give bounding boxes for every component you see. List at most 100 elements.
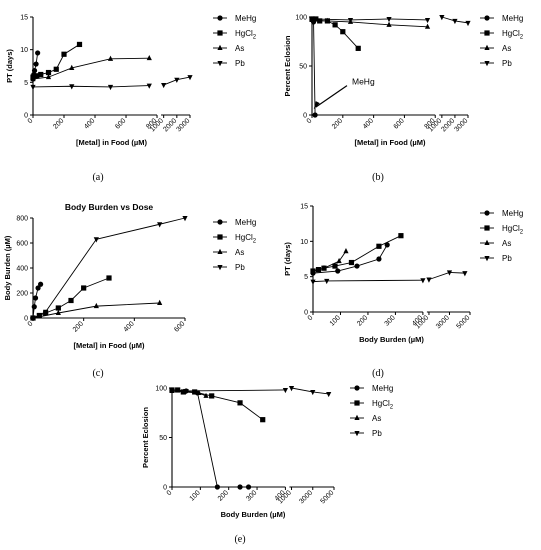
legend-marker (484, 61, 490, 67)
legend-label: HgCl2 (502, 224, 524, 236)
data-point (376, 256, 382, 262)
legend-label: Pb (502, 254, 512, 263)
data-point (38, 71, 44, 78)
data-point (324, 17, 331, 23)
data-point (169, 387, 175, 394)
data-point (69, 84, 75, 90)
chart-title: Body Burden vs Dose (65, 202, 154, 212)
series-as (30, 299, 163, 320)
legend-marker (217, 61, 223, 67)
x-tick-label: 200 (356, 314, 369, 327)
legend-marker (217, 219, 223, 225)
y-tick-label: 5 (24, 80, 28, 87)
legend: MeHg HgCl2 As Pb (480, 14, 524, 68)
data-point (93, 237, 99, 243)
data-point (332, 263, 338, 269)
data-point (55, 305, 61, 311)
panel-label: (a) (92, 172, 103, 183)
data-point (288, 386, 295, 392)
chart-panel-c: 0 200 400 600 800 0 200 400 600 [Metal] in Food (… (3, 202, 257, 379)
data-point (107, 55, 114, 61)
series-as (30, 54, 152, 82)
panel-label: (e) (234, 534, 245, 545)
y-axis-label: Percent Eclosion (283, 35, 292, 96)
data-point (309, 16, 315, 23)
data-point (203, 392, 209, 398)
x-tick-label: 3000 (453, 117, 469, 133)
legend-label: MeHg (502, 14, 523, 23)
x-tick-label: 5000 (455, 314, 471, 330)
legend-marker (217, 15, 223, 21)
series-line (312, 279, 423, 283)
data-point (30, 84, 36, 91)
series-pb (30, 216, 188, 322)
y-tick-label: 0 (163, 485, 167, 492)
x-axis-label: [Metal] in Food (µM) (74, 341, 145, 350)
data-point (157, 299, 163, 305)
y-tick-label: 600 (16, 241, 28, 248)
legend-label: HgCl2 (502, 29, 524, 41)
legend: MeHg HgCl2 As Pb (213, 14, 257, 68)
panel-label: (d) (372, 368, 384, 379)
legend-label: MeHg (502, 209, 523, 218)
y-axis-label: Body Burden (µM) (3, 235, 12, 300)
legend-label: As (235, 44, 244, 53)
data-point (107, 84, 114, 91)
data-point (282, 387, 288, 394)
x-tick-label: 3000 (298, 489, 314, 505)
data-point (209, 393, 215, 399)
panel-label: (c) (92, 368, 103, 379)
data-point (31, 304, 37, 310)
data-point (182, 216, 188, 222)
y-axis-label: PT (days) (5, 49, 14, 83)
series-pb (310, 270, 468, 285)
data-point (30, 75, 36, 82)
data-point (347, 17, 354, 24)
x-tick-label: 600 (173, 320, 186, 333)
data-point (237, 484, 243, 490)
x-tick-label: 0 (306, 117, 314, 125)
data-point (424, 23, 431, 29)
series-mehg (30, 281, 44, 321)
data-point (68, 297, 74, 304)
data-point (439, 15, 445, 21)
legend: MeHg HgCl2 As Pb (213, 218, 257, 272)
series-line (32, 217, 186, 319)
x-tick-label: 0 (307, 314, 315, 322)
y-tick-label: 100 (295, 15, 307, 22)
data-point (55, 309, 61, 315)
series-line (312, 250, 347, 272)
data-point (336, 257, 342, 264)
data-point (174, 77, 180, 83)
data-point (420, 278, 426, 284)
y-tick-label: 0 (24, 316, 28, 323)
legend-label: MeHg (235, 14, 256, 23)
legend-label: As (235, 248, 244, 257)
x-tick-label: 2000 (162, 117, 178, 133)
legend-label: Pb (235, 59, 245, 68)
x-tick-label: 200 (52, 117, 65, 130)
data-point (354, 263, 360, 269)
legend-marker (217, 234, 223, 240)
data-point (146, 54, 152, 61)
data-point (310, 279, 316, 285)
legend-label: HgCl2 (235, 233, 257, 245)
data-point (237, 400, 243, 406)
legend-marker (217, 30, 223, 36)
y-tick-label: 200 (16, 291, 28, 298)
data-point (33, 61, 39, 67)
legend-marker (484, 15, 490, 21)
data-point (31, 67, 38, 74)
data-point (187, 75, 193, 81)
series-hgcl2 (30, 275, 112, 321)
y-axis-label: Percent Eclosion (141, 407, 150, 468)
x-tick-label: 0 (27, 320, 35, 328)
data-point (312, 112, 318, 118)
data-point (326, 391, 332, 398)
x-tick-label: 400 (83, 117, 96, 130)
data-point (146, 83, 152, 89)
data-point (35, 285, 41, 291)
